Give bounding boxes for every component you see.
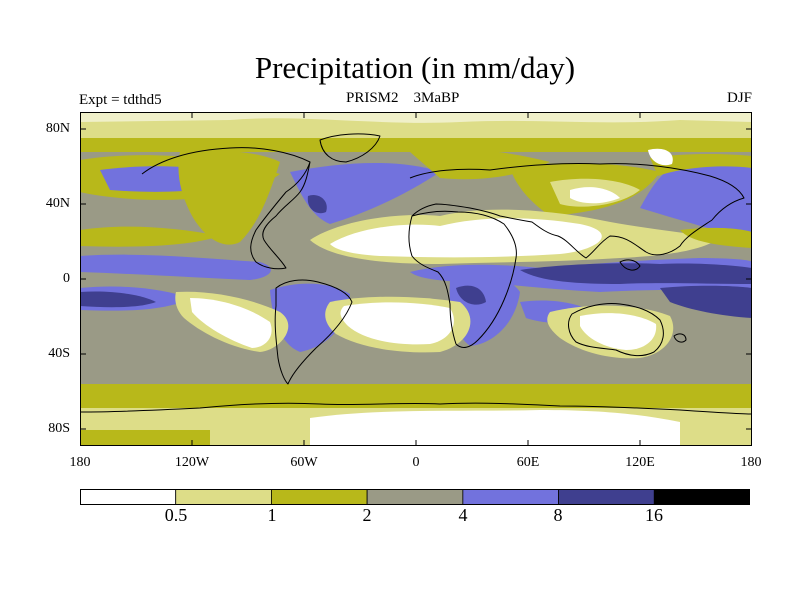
field-nwpac-blue bbox=[640, 158, 752, 240]
colorbar-box bbox=[80, 489, 177, 505]
field-siberia-white bbox=[648, 148, 673, 166]
colorbar-label-4: 4 bbox=[458, 505, 468, 525]
lat-label-40n: 40N bbox=[45, 196, 70, 211]
field-natl-blue bbox=[290, 162, 440, 224]
lon-label-0: 0 bbox=[412, 455, 420, 470]
field-south-olive bbox=[80, 384, 752, 412]
map-title: Precipitation (in mm/day) bbox=[254, 50, 576, 85]
field-natl-navy bbox=[307, 194, 327, 214]
coast-australia bbox=[568, 303, 664, 357]
field-namerica-olive bbox=[178, 150, 280, 245]
lon-label-180w: 180 bbox=[69, 455, 91, 470]
colorbar-box bbox=[271, 489, 368, 505]
colorbar-box bbox=[175, 489, 272, 505]
colorbar-label-8: 8 bbox=[553, 505, 563, 525]
field-itcz-navy bbox=[520, 263, 752, 284]
field-sepac-white bbox=[190, 298, 272, 348]
field-asia-white bbox=[570, 187, 620, 204]
coast-eurasia bbox=[409, 162, 745, 259]
field-pac-nw-olive bbox=[680, 227, 752, 248]
field-africa-navy bbox=[456, 285, 486, 305]
coast-new-zealand bbox=[673, 333, 687, 343]
lat-label-80n: 80N bbox=[45, 121, 70, 136]
coastlines bbox=[80, 133, 752, 415]
field-nwpac-olive bbox=[650, 154, 752, 176]
age-label: 3MaBP bbox=[413, 90, 460, 106]
field-pac-ne-olive bbox=[80, 226, 220, 247]
lat-label-0: 0 bbox=[63, 271, 70, 286]
field-itcz-epac-blue bbox=[80, 254, 271, 280]
lon-label-60w: 60W bbox=[290, 455, 318, 470]
field-sw-olive bbox=[80, 430, 210, 446]
colorbar-label-16: 16 bbox=[645, 505, 663, 525]
season-label: DJF bbox=[726, 90, 752, 106]
coast-africa bbox=[408, 210, 517, 348]
lon-label-120w: 120W bbox=[174, 455, 210, 470]
precipitation-map bbox=[80, 112, 752, 446]
coast-indonesia bbox=[619, 259, 641, 271]
coast-antarctica bbox=[80, 402, 752, 415]
lon-label-120e: 120E bbox=[625, 455, 655, 470]
model-label: PRISM2 3MaBP bbox=[346, 90, 459, 107]
field-sahara-white bbox=[330, 218, 602, 258]
colorbar-box bbox=[462, 489, 559, 505]
lon-label-60e: 60E bbox=[516, 455, 540, 470]
field-satl-white bbox=[340, 302, 454, 345]
lat-label-80s: 80S bbox=[48, 421, 70, 436]
colorbar-box bbox=[558, 489, 655, 505]
colorbar-frame bbox=[80, 489, 750, 505]
colorbar-label-1: 1 bbox=[267, 505, 277, 525]
colorbar-boxes bbox=[80, 489, 750, 505]
colorbar-box bbox=[366, 489, 464, 505]
field-spcz-west-navy bbox=[660, 285, 752, 318]
colorbar-label-2: 2 bbox=[362, 505, 372, 525]
lat-label-40s: 40S bbox=[48, 346, 70, 361]
colorbar bbox=[80, 489, 750, 505]
field-arctic-olive bbox=[80, 138, 752, 152]
colorbar-label-0-5: 0.5 bbox=[164, 505, 188, 525]
colorbar-box bbox=[653, 489, 750, 505]
axis-ticks bbox=[80, 112, 752, 446]
coast-greenland bbox=[319, 133, 381, 163]
field-australia-white bbox=[580, 313, 657, 350]
lon-label-180e: 180 bbox=[740, 455, 762, 470]
coast-south-america bbox=[274, 279, 353, 385]
coast-north-america bbox=[141, 147, 311, 270]
field-spcz-east-navy bbox=[80, 291, 156, 308]
field-antarctic-white bbox=[310, 410, 680, 446]
experiment-label: Expt = tdthd5 bbox=[79, 92, 162, 108]
precip-fields bbox=[80, 112, 752, 446]
prism-label: PRISM2 bbox=[346, 90, 399, 106]
